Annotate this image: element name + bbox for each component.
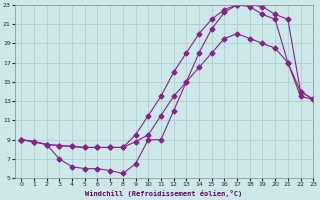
X-axis label: Windchill (Refroidissement éolien,°C): Windchill (Refroidissement éolien,°C) [85,190,243,197]
